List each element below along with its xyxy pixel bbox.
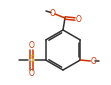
Text: O: O <box>76 15 82 23</box>
Text: O: O <box>50 8 56 18</box>
Text: S: S <box>29 56 34 65</box>
Text: O: O <box>29 70 35 79</box>
Text: O: O <box>90 57 96 66</box>
Text: O: O <box>29 41 35 50</box>
